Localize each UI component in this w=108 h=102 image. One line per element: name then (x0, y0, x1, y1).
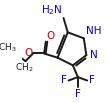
Text: CH$_3$: CH$_3$ (0, 42, 17, 54)
Text: NH: NH (86, 26, 102, 36)
Text: N: N (90, 50, 97, 60)
Text: O: O (24, 48, 32, 58)
Text: F: F (75, 89, 81, 99)
Text: CH$_2$: CH$_2$ (15, 62, 34, 74)
Text: O: O (47, 31, 55, 41)
Text: H$_2$N: H$_2$N (41, 3, 63, 17)
Text: F: F (61, 75, 67, 85)
Text: F: F (89, 75, 95, 85)
